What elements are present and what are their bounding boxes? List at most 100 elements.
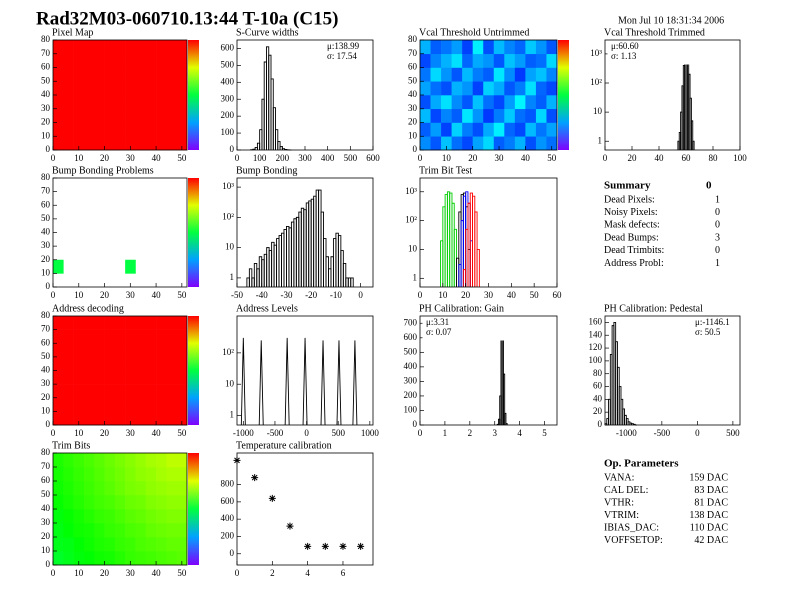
heat-cell xyxy=(176,356,188,371)
heat-cell xyxy=(104,329,116,344)
heat-cell xyxy=(114,523,126,538)
summary-title: Summary xyxy=(604,180,651,192)
heat-cell xyxy=(114,370,126,385)
x-tick-label: -500 xyxy=(654,428,671,438)
heat-cell xyxy=(73,397,85,412)
heat-cell xyxy=(125,81,136,96)
panel-title: Vcal Threshold Untrimmed xyxy=(419,27,529,38)
y-tick-label: 60 xyxy=(408,62,418,72)
heat-cell xyxy=(104,481,116,496)
heat-cell xyxy=(535,53,547,68)
heat-cell xyxy=(104,509,116,524)
heat-cell xyxy=(94,122,105,137)
y-tick-label: 1 xyxy=(598,135,603,145)
heat-cell xyxy=(546,136,558,151)
heat-cell xyxy=(420,40,431,55)
heat-cell xyxy=(504,40,516,55)
heat-cell xyxy=(104,81,116,96)
heat-cell xyxy=(156,384,167,399)
heat-cell xyxy=(546,67,558,82)
heat-cell xyxy=(156,370,167,385)
heat-cell xyxy=(420,136,431,151)
heat-cell xyxy=(83,316,95,330)
heat-cell xyxy=(73,356,85,371)
stats-box xyxy=(323,40,372,65)
heat-cell xyxy=(546,53,558,68)
heat-cell xyxy=(94,343,105,358)
x-tick-label: -30 xyxy=(280,290,292,300)
heat-cell xyxy=(176,122,188,137)
y-tick-label: 20 xyxy=(593,406,603,416)
heat-cell xyxy=(63,453,74,468)
y-tick-label: 40 xyxy=(41,89,51,99)
point xyxy=(251,474,259,482)
heat-cell xyxy=(104,397,116,412)
heat-cell xyxy=(483,53,495,68)
x-tick-label: 20 xyxy=(100,153,110,163)
heat-cell xyxy=(63,551,74,566)
x-tick-label: 40 xyxy=(521,153,531,163)
heat-cell xyxy=(451,95,463,110)
summary-value: 0 xyxy=(715,220,720,231)
heat-cell xyxy=(145,495,157,510)
x-tick-label: 0 xyxy=(603,153,608,163)
heat-cell xyxy=(430,95,442,110)
heat-cell xyxy=(462,122,473,137)
heat-cell xyxy=(493,53,505,68)
summary-value: 0 xyxy=(715,207,720,218)
x-tick-label: 40 xyxy=(152,428,162,438)
heat-cell xyxy=(53,108,64,123)
heat-cell xyxy=(145,343,157,358)
heat-cell xyxy=(430,40,442,55)
y-tick-label: 80 xyxy=(593,368,603,378)
x-tick-label: 500 xyxy=(331,428,345,438)
heat-cell xyxy=(504,136,516,151)
panel-title: Trim Bits xyxy=(52,440,90,451)
heat-cell xyxy=(176,81,188,96)
y-tick-label: 60 xyxy=(41,62,51,72)
heat-cell xyxy=(73,384,85,399)
heat-cell xyxy=(53,122,64,137)
x-tick-label: -40 xyxy=(256,290,268,300)
heat-cell xyxy=(114,537,126,552)
heat-cell xyxy=(63,67,74,82)
heat-cell xyxy=(145,53,157,68)
y-tick-label: 80 xyxy=(41,447,51,457)
heat-cell xyxy=(94,551,105,566)
heat-cell xyxy=(83,495,95,510)
heat-cell xyxy=(441,108,452,123)
heat-cell xyxy=(83,53,95,68)
heat-cell xyxy=(525,40,537,55)
heat-cell xyxy=(63,356,74,371)
heat-cell xyxy=(125,495,136,510)
heat-cell xyxy=(135,343,147,358)
spike xyxy=(352,340,358,426)
x-tick-label: 30 xyxy=(484,290,494,300)
summary-value: 0 xyxy=(715,245,720,256)
heat-cell xyxy=(94,95,105,110)
heat-cell xyxy=(94,40,105,55)
heat-cell xyxy=(63,316,74,330)
heat-cell xyxy=(104,495,116,510)
heat-cell xyxy=(73,316,85,330)
heat-cell xyxy=(73,67,85,82)
hist-bin xyxy=(275,129,279,150)
heat-cell xyxy=(430,53,442,68)
heat-cell xyxy=(472,67,484,82)
heat-cell xyxy=(135,467,147,482)
heat-cell xyxy=(420,53,431,68)
heat-cell xyxy=(525,136,537,151)
heat-cell xyxy=(145,397,157,412)
heat-cell xyxy=(114,316,126,330)
stats-text: μ:-1146.1 xyxy=(695,317,730,327)
heat-cell xyxy=(525,95,537,110)
x-tick-label: 10 xyxy=(74,428,84,438)
y-tick-label: 80 xyxy=(41,172,51,182)
y-tick-label: 140 xyxy=(589,329,603,339)
x-tick-label: 6 xyxy=(341,568,346,578)
heat-cell xyxy=(176,329,188,344)
y-tick-label: 10 xyxy=(408,130,418,140)
y-tick-label: 500 xyxy=(221,59,235,69)
panel-title: Trim Bit Test xyxy=(419,165,472,176)
heat-cell xyxy=(83,67,95,82)
